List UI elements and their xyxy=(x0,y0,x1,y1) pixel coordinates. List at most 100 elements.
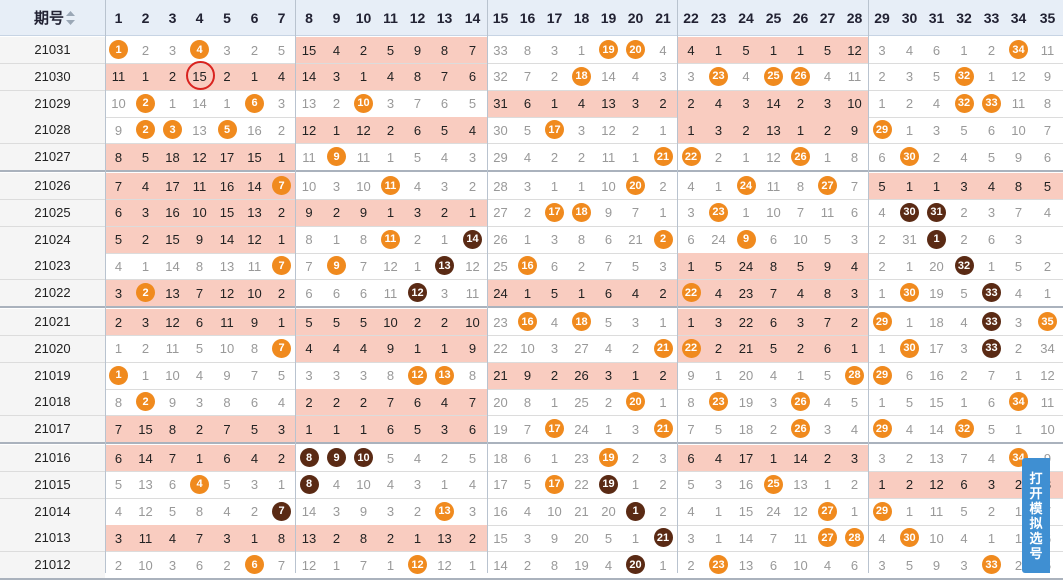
number-cell[interactable]: 16 xyxy=(514,253,541,279)
number-cell[interactable]: 4 xyxy=(604,341,613,357)
number-cell[interactable]: 2 xyxy=(250,42,259,58)
number-cell[interactable]: 5 xyxy=(687,477,695,493)
number-cell[interactable]: 23 xyxy=(705,389,732,415)
column-header[interactable]: 31 xyxy=(923,0,950,36)
number-cell[interactable]: 3 xyxy=(223,42,231,58)
column-header[interactable]: 11 xyxy=(377,0,404,36)
number-cell[interactable]: 6 xyxy=(168,477,177,493)
number-cell[interactable]: 33 xyxy=(978,309,1005,335)
number-cell[interactable]: 6 xyxy=(458,63,487,90)
number-cell[interactable]: 2 xyxy=(677,90,705,117)
number-cell[interactable]: 8 xyxy=(114,394,123,410)
number-cell[interactable]: 21 xyxy=(574,504,589,520)
number-cell[interactable]: 3 xyxy=(687,205,695,221)
number-cell[interactable]: 2 xyxy=(223,557,231,573)
column-header[interactable]: 8 xyxy=(295,0,323,36)
number-cell[interactable]: 8 xyxy=(359,232,368,248)
number-cell[interactable]: 32 xyxy=(950,253,978,279)
number-cell[interactable]: 18 xyxy=(738,421,754,437)
number-cell[interactable]: 1 xyxy=(622,362,649,389)
number-cell[interactable]: 3 xyxy=(195,394,204,410)
number-cell[interactable]: 2 xyxy=(987,42,996,58)
number-cell[interactable]: 16 xyxy=(159,199,186,226)
number-cell[interactable]: 2 xyxy=(878,258,886,274)
number-cell[interactable]: 1 xyxy=(1014,504,1023,520)
number-cell[interactable]: 9 xyxy=(223,368,231,384)
number-cell[interactable]: 9 xyxy=(350,199,377,226)
number-cell[interactable]: 31 xyxy=(902,232,917,248)
number-cell[interactable]: 9 xyxy=(1014,149,1023,165)
number-cell[interactable]: 26 xyxy=(787,64,814,90)
number-cell[interactable]: 21 xyxy=(649,525,677,551)
number-cell[interactable]: 4 xyxy=(523,149,532,165)
number-cell[interactable]: 1 xyxy=(550,450,559,466)
number-cell[interactable]: 13 xyxy=(929,450,944,466)
number-cell[interactable]: 1 xyxy=(787,37,814,63)
number-cell[interactable]: 1 xyxy=(431,335,458,362)
column-header[interactable]: 35 xyxy=(1032,0,1063,36)
number-cell[interactable]: 15 xyxy=(738,504,754,520)
number-cell[interactable]: 4 xyxy=(631,69,640,85)
number-cell[interactable]: 8 xyxy=(687,394,695,410)
number-cell[interactable]: 1 xyxy=(523,232,532,248)
number-cell[interactable]: 20 xyxy=(622,37,649,63)
number-cell[interactable]: 6 xyxy=(550,258,559,274)
number-cell[interactable]: 6 xyxy=(850,205,859,221)
number-cell[interactable]: 2 xyxy=(878,232,886,248)
number-cell[interactable]: 24 xyxy=(732,253,760,280)
number-cell[interactable]: 2 xyxy=(250,504,259,520)
number-cell[interactable]: 14 xyxy=(458,227,487,253)
number-cell[interactable]: 2 xyxy=(323,525,350,552)
number-cell[interactable]: 12 xyxy=(159,309,186,335)
number-cell[interactable]: 33 xyxy=(978,91,1005,117)
number-cell[interactable]: 13 xyxy=(138,477,153,493)
number-cell[interactable]: 14 xyxy=(738,530,754,546)
number-cell[interactable]: 4 xyxy=(114,504,123,520)
number-cell[interactable]: 4 xyxy=(332,477,341,493)
number-cell[interactable]: 6 xyxy=(241,552,268,578)
number-cell[interactable]: 1 xyxy=(541,90,568,117)
number-cell[interactable]: 7 xyxy=(359,557,368,573)
number-cell[interactable]: 18 xyxy=(929,314,944,330)
number-cell[interactable]: 6 xyxy=(950,471,978,498)
number-cell[interactable]: 5 xyxy=(541,280,568,307)
number-cell[interactable]: 8 xyxy=(523,42,532,58)
number-cell[interactable]: 2 xyxy=(787,90,814,117)
number-cell[interactable]: 2 xyxy=(377,117,404,144)
number-cell[interactable]: 26 xyxy=(493,232,508,248)
number-cell[interactable]: 10 xyxy=(111,96,126,112)
number-cell[interactable]: 6 xyxy=(105,199,132,226)
number-cell[interactable]: 1 xyxy=(458,199,487,226)
number-cell[interactable]: 25 xyxy=(493,258,508,274)
number-cell[interactable]: 19 xyxy=(595,445,622,471)
number-cell[interactable]: 3 xyxy=(468,504,477,520)
number-cell[interactable]: 11 xyxy=(820,205,835,221)
column-header[interactable]: 29 xyxy=(868,0,896,36)
number-cell[interactable]: 4 xyxy=(905,421,914,437)
number-cell[interactable]: 23 xyxy=(705,552,732,578)
number-cell[interactable]: 20 xyxy=(738,368,754,384)
number-cell[interactable]: 13 xyxy=(760,117,787,144)
number-cell[interactable]: 13 xyxy=(738,557,754,573)
number-cell[interactable]: 5 xyxy=(732,37,760,63)
number-cell[interactable]: 3 xyxy=(431,416,458,443)
number-cell[interactable]: 3 xyxy=(305,368,313,384)
number-cell[interactable]: 16 xyxy=(213,173,241,199)
number-cell[interactable]: 5 xyxy=(905,557,914,573)
number-cell[interactable]: 2 xyxy=(769,421,778,437)
number-cell[interactable]: 4 xyxy=(705,90,732,117)
number-cell[interactable]: 14 xyxy=(165,258,180,274)
number-cell[interactable]: 5 xyxy=(468,96,477,112)
number-cell[interactable]: 10 xyxy=(356,477,371,493)
number-cell[interactable]: 11 xyxy=(1011,96,1026,112)
number-cell[interactable]: 7 xyxy=(687,421,695,437)
number-cell[interactable]: 5 xyxy=(1032,173,1063,199)
number-cell[interactable]: 2 xyxy=(905,450,914,466)
number-cell[interactable]: 4 xyxy=(431,389,458,416)
number-cell[interactable]: 3 xyxy=(332,178,341,194)
number-cell[interactable]: 35 xyxy=(1032,309,1063,335)
number-cell[interactable]: 6 xyxy=(514,90,541,117)
number-cell[interactable]: 9 xyxy=(359,504,368,520)
number-cell[interactable]: 8 xyxy=(1005,173,1032,199)
number-cell[interactable]: 4 xyxy=(413,178,422,194)
